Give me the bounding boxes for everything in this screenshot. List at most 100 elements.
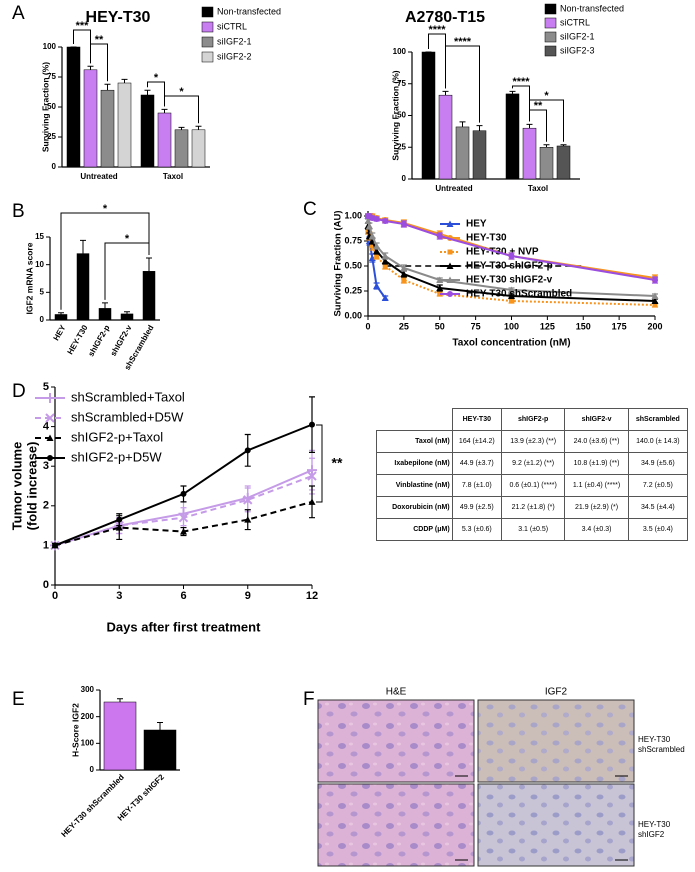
panel-label: B	[12, 201, 25, 222]
y-tick-label: 15	[35, 232, 44, 241]
legend-label: siIGF2-1	[217, 36, 252, 46]
y-axis-label: H-Score IGF2	[70, 703, 80, 757]
legend-marker	[446, 220, 454, 227]
legend-label: siIGF2-1	[560, 31, 595, 41]
legend-marker	[46, 434, 54, 441]
error-bar	[178, 126, 185, 130]
bar	[191, 129, 206, 168]
bar	[142, 271, 156, 321]
y-axis-label: Surviving Fraction (AU)	[333, 210, 344, 316]
marker	[652, 277, 658, 283]
column-header: shScrambled	[627, 408, 689, 431]
significance-label: ****	[512, 76, 530, 88]
error-bar	[146, 257, 152, 272]
chart-title: HEY-T30	[86, 9, 151, 26]
marker	[436, 233, 443, 239]
y-tick-label: 25	[47, 132, 56, 141]
marker	[400, 270, 408, 277]
legend-swatch	[544, 17, 557, 29]
y-tick-label: 4	[43, 421, 50, 433]
marker	[309, 421, 315, 428]
bar	[120, 313, 134, 321]
x-tick-label: HEY	[52, 323, 68, 342]
marker	[508, 286, 515, 293]
error-bar	[124, 311, 130, 314]
table-corner	[376, 408, 453, 431]
y-tick-label: 75	[397, 79, 406, 88]
y-tick-label: 0.00	[344, 310, 362, 320]
x-axis-label: Taxol concentration (nM)	[452, 338, 570, 349]
table-cell: 13.9 (±2.3) (**)	[500, 430, 566, 453]
y-tick-label: 100	[81, 738, 95, 747]
histology-image	[477, 699, 635, 783]
x-axis-label: Days after first treatment	[107, 619, 262, 634]
bar	[472, 130, 487, 180]
legend-marker	[45, 413, 55, 423]
error-bar	[157, 722, 163, 730]
marker	[368, 232, 376, 239]
row-label: HEY-T30 shIGF2	[638, 820, 671, 839]
legend-label: siIGF2-2	[217, 51, 252, 61]
significance-label: **	[332, 455, 343, 471]
table-cell: 9.2 (±1.2) (**)	[500, 452, 566, 475]
marker	[381, 294, 389, 301]
y-tick-label: 5	[43, 381, 49, 393]
table-cell: 34.5 (±4.4)	[627, 496, 689, 519]
x-tick-label: 100	[504, 321, 519, 331]
bar	[98, 308, 112, 321]
legend-label: siCTRL	[217, 21, 247, 31]
y-axis-label: Surviving Fraction (%)	[390, 70, 400, 160]
y-axis-label: Tumor volume	[9, 442, 24, 531]
legend-label: HEY-T30 shScrambled	[466, 289, 572, 300]
error-bar	[442, 90, 449, 96]
legend-label: HEY-T30 shIGF2-p	[466, 261, 553, 272]
table-cell: 7.2 (±0.5)	[627, 474, 689, 497]
marker	[365, 222, 373, 229]
table-cell: 1.1 (±0.4) (****)	[564, 474, 629, 497]
marker	[651, 292, 659, 299]
marker	[401, 277, 407, 283]
marker	[400, 264, 408, 271]
marker	[244, 447, 251, 454]
bar	[66, 46, 81, 168]
x-tick-label: Untreated	[435, 184, 472, 193]
table-cell: 49.9 (±2.5)	[451, 496, 502, 519]
marker	[52, 542, 58, 549]
table-cell: 34.9 (±5.6)	[627, 452, 689, 475]
legend-swatch	[544, 31, 557, 43]
bar	[140, 94, 155, 168]
x-tick-label: Taxol	[528, 184, 548, 193]
x-tick-label: 125	[540, 321, 555, 331]
error-bar	[195, 125, 202, 130]
marker	[369, 243, 375, 249]
legend-label: HEY-T30 shIGF2-v	[466, 275, 553, 286]
y-tick-label: 0.50	[344, 260, 362, 270]
marker	[373, 282, 381, 289]
legend-swatch	[201, 51, 214, 63]
x-tick-label: 150	[576, 321, 591, 331]
legend-marker	[446, 276, 454, 283]
error-bar	[543, 144, 550, 148]
significance-label: ***	[76, 20, 90, 32]
y-tick-label: 300	[81, 685, 95, 694]
legend-label: HEY-T30	[466, 233, 507, 244]
legend-label: HEY-T30 + NVP	[466, 247, 539, 258]
error-bar	[117, 698, 123, 702]
bar	[143, 729, 177, 771]
x-tick-label: HEY-T30	[66, 323, 90, 356]
marker	[374, 253, 380, 259]
marker	[373, 216, 380, 222]
bar	[103, 701, 137, 771]
panel-label: C	[303, 199, 317, 220]
y-tick-label: 1	[43, 539, 49, 551]
legend-marker	[447, 249, 453, 255]
column-header: shIGF2-p	[500, 408, 566, 431]
y-tick-label: 100	[393, 47, 407, 56]
bar	[83, 69, 98, 168]
significance-label: *	[125, 233, 130, 245]
significance-bracket	[529, 99, 564, 142]
legend-label: shIGF2-p+Taxol	[71, 429, 163, 444]
column-header: HEY-T30	[451, 408, 502, 431]
table-row: Doxorubicin (nM) 49.9 (±2.5) 21.2 (±1.8) (…	[376, 496, 689, 519]
